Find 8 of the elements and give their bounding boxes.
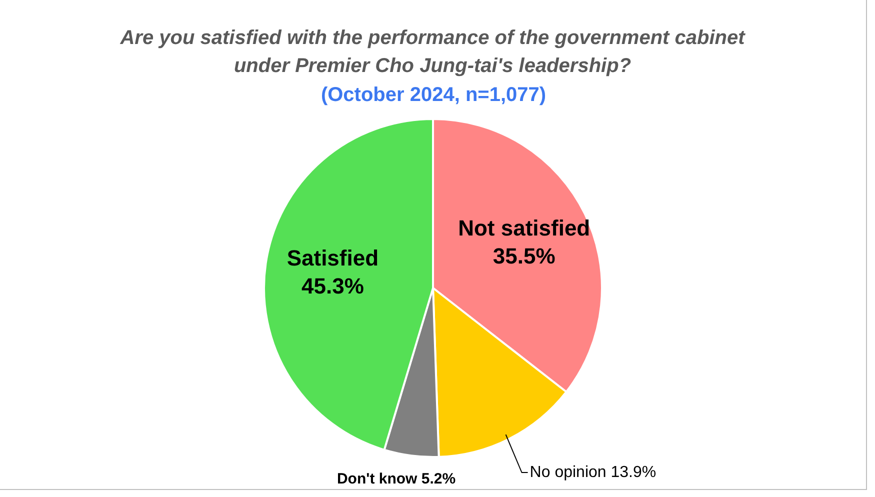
slice-label: No opinion 13.9% bbox=[530, 464, 656, 481]
chart-title: Are you satisfied with the performance of the government cabinet under Premier Cho Jung-tai's leadership? bbox=[119, 26, 746, 79]
data-label: 35.5% bbox=[492, 244, 556, 269]
chart-subtitle: (October 2024, n=1,077) bbox=[320, 84, 548, 107]
data-label: 45.3% bbox=[301, 273, 364, 298]
slice-label: Don't know 5.2% bbox=[336, 470, 456, 488]
slice-label: Not satisfied bbox=[458, 216, 590, 241]
slice-label: Satisfied bbox=[286, 245, 379, 270]
